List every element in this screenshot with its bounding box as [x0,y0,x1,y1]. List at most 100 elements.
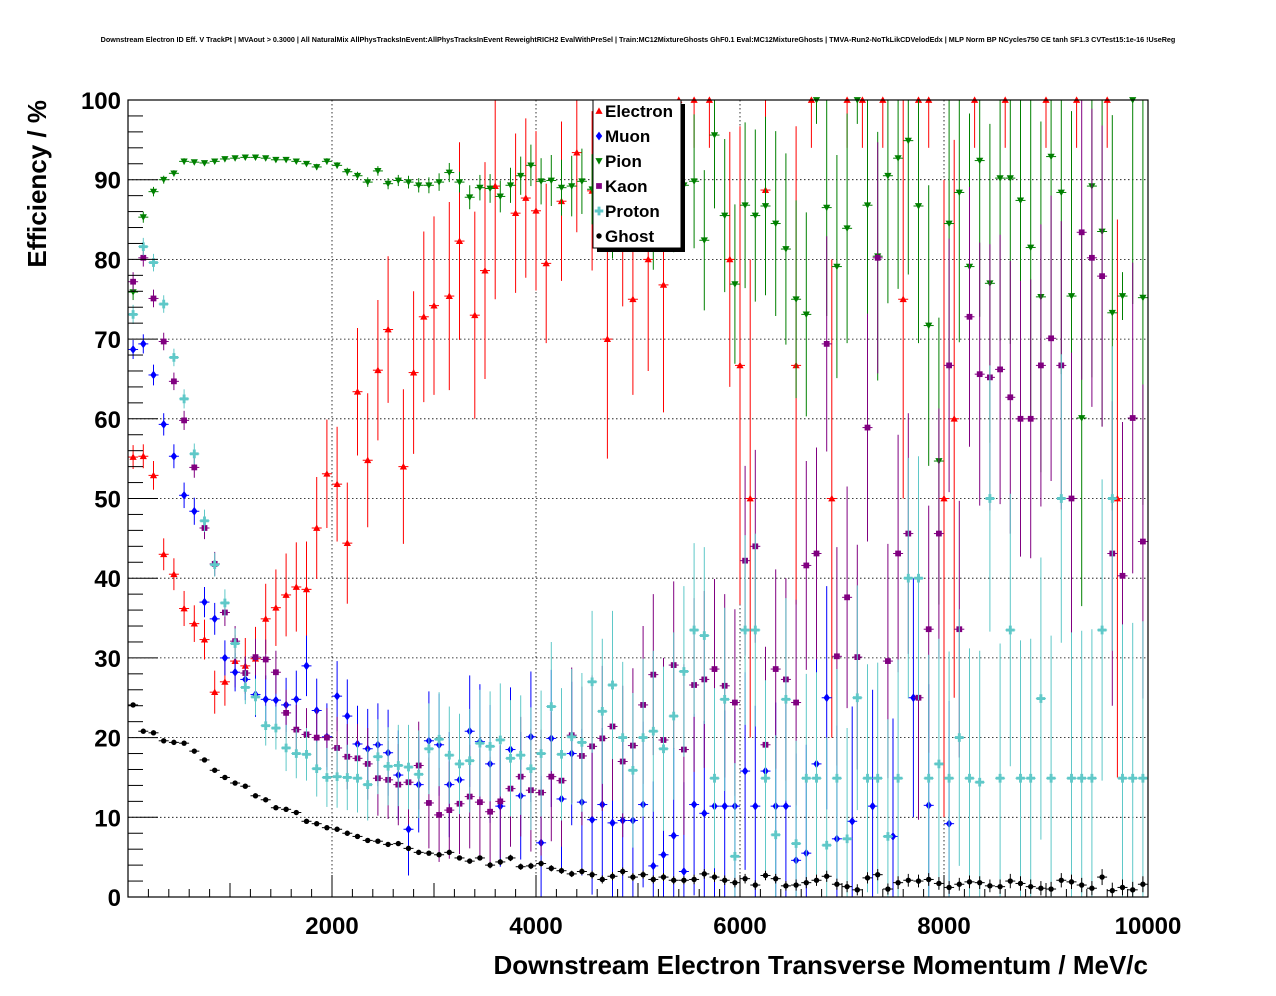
data-point [292,583,300,590]
data-point [1068,879,1075,885]
data-point [936,880,942,887]
axis-ticks [128,99,1149,898]
data-point [946,362,952,369]
data-point [201,757,208,763]
data-point [373,752,383,762]
data-point [353,388,362,395]
data-point [1058,877,1065,883]
data-point [630,874,636,880]
x-tick-label: 10000 [1115,913,1182,940]
data-point [262,656,269,663]
data-point [495,735,505,745]
data-point [293,809,299,816]
data-point [272,604,280,611]
data-point [171,739,177,746]
data-point [324,824,330,831]
data-point [180,490,188,500]
data-point [823,341,830,347]
data-point [252,793,259,799]
data-point [771,830,781,840]
data-point [567,732,577,742]
data-point [899,295,907,303]
data-point [750,625,760,635]
data-point [690,178,698,185]
data-point [242,783,248,789]
data-point [240,683,250,692]
data-point [342,773,352,782]
data-point [936,530,942,537]
series-proton [128,237,1148,897]
data-point [699,631,709,640]
legend-marker [596,183,602,189]
data-point [1017,880,1024,887]
data-point [740,625,750,635]
data-point [1007,878,1013,884]
y-tick-label: 0 [108,885,121,912]
data-point [956,881,962,887]
data-point [894,155,902,162]
data-point [128,310,138,319]
data-point [587,677,597,687]
legend-label: Proton [605,202,660,221]
data-point [140,254,147,261]
data-point [848,816,856,826]
data-point [791,839,801,848]
data-point [1048,335,1054,342]
data-point [138,242,148,251]
data-point [353,773,362,783]
data-point [364,179,372,186]
data-point [425,182,433,189]
data-point [1140,538,1146,545]
data-point [150,370,157,380]
data-point [375,838,381,844]
data-point [486,185,494,193]
data-point [945,220,953,228]
data-point [273,669,279,676]
data-point [211,688,219,696]
data-point [863,773,872,783]
data-point [730,852,740,861]
data-point [762,872,769,879]
data-point [526,764,536,774]
data-point [424,744,434,754]
data-point [802,311,810,318]
data-point [395,840,401,847]
data-point [527,162,535,169]
data-point [323,158,331,165]
data-point [977,879,983,886]
data-point [430,302,438,309]
data-point [201,597,208,607]
data-point [467,858,473,864]
data-point [783,883,789,889]
data-point [191,506,198,516]
data-point [752,882,758,888]
data-point [140,728,146,734]
data-point [262,615,270,622]
data-point [343,539,351,547]
data-point [343,168,351,176]
data-point [170,451,178,461]
data-point [393,761,403,770]
data-point [160,176,168,184]
data-point [191,464,198,471]
data-point [680,867,688,876]
data-point [1097,625,1107,635]
data-point [995,773,1005,783]
data-point [1046,773,1056,783]
data-point [1087,773,1097,783]
data-point [895,550,901,557]
data-point [149,188,158,196]
data-point [893,773,903,783]
data-point [1006,175,1014,182]
data-point [491,182,499,189]
data-point [487,808,493,815]
data-point [455,237,464,244]
data-point [1038,885,1044,891]
data-point [885,886,891,892]
legend-entry: Kaon [596,177,648,196]
data-point [436,812,442,818]
data-point [251,154,260,161]
data-point [609,873,616,879]
legend-entries: Electron Muon Pion Kaon Proton Ghost [594,102,673,246]
data-point [573,149,581,156]
